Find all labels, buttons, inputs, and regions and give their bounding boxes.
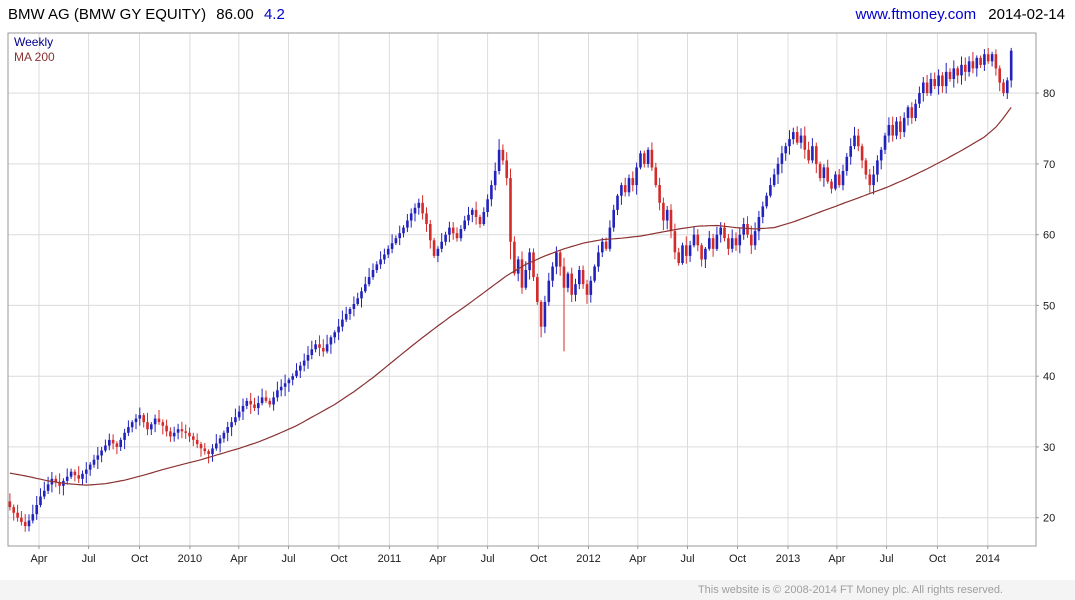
candlestick-chart: Weekly MA 200 Apr Jul Oct 2010 Apr Jul Oct 2011…	[0, 28, 1075, 580]
svg-text:Jul: Jul	[82, 553, 96, 565]
svg-text:Jul: Jul	[481, 553, 495, 565]
svg-text:Oct: Oct	[729, 553, 746, 565]
svg-text:2014: 2014	[976, 553, 1000, 565]
chart-date: 2014-02-14	[988, 6, 1065, 23]
svg-text:Oct: Oct	[530, 553, 547, 565]
svg-text:Oct: Oct	[131, 553, 148, 565]
svg-text:70: 70	[1043, 159, 1055, 171]
header-left: BMW AG (BMW GY EQUITY) 86.00 4.2	[8, 6, 291, 23]
svg-text:Apr: Apr	[629, 553, 646, 565]
site-link[interactable]: www.ftmoney.com	[855, 6, 977, 23]
svg-text:Apr: Apr	[828, 553, 845, 565]
svg-text:20: 20	[1043, 513, 1055, 525]
svg-text:Oct: Oct	[330, 553, 347, 565]
last-price: 86.00	[216, 6, 254, 23]
svg-text:Jul: Jul	[880, 553, 894, 565]
instrument-title: BMW AG (BMW GY EQUITY)	[8, 6, 207, 23]
svg-text:Apr: Apr	[429, 553, 446, 565]
svg-text:Oct: Oct	[929, 553, 946, 565]
chart-header: BMW AG (BMW GY EQUITY) 86.00 4.2 www.ftm…	[0, 0, 1075, 28]
x-axis-labels: Apr Jul Oct 2010 Apr Jul Oct 2011 Apr Jul Oct 2012 A…	[30, 553, 1000, 565]
price-change: 4.2	[263, 6, 285, 23]
svg-text:Jul: Jul	[281, 553, 295, 565]
gridlines	[8, 33, 1039, 549]
header-right: www.ftmoney.com 2014-02-14	[856, 6, 1066, 23]
svg-text:Apr: Apr	[230, 553, 247, 565]
legend-ma-label: MA 200	[14, 50, 55, 64]
ma-line	[9, 106, 1012, 486]
svg-text:50: 50	[1043, 300, 1055, 312]
y-axis-labels: 20 30 40 50 60 70 80	[1043, 88, 1055, 525]
svg-text:2010: 2010	[178, 553, 202, 565]
svg-text:Jul: Jul	[680, 553, 694, 565]
svg-text:80: 80	[1043, 88, 1055, 100]
svg-text:2013: 2013	[776, 553, 800, 565]
price-chart-svg: Apr Jul Oct 2010 Apr Jul Oct 2011 Apr Jul Oct 2012 A…	[7, 32, 1055, 565]
legend-weekly-label: Weekly	[14, 35, 54, 49]
svg-text:30: 30	[1043, 442, 1055, 454]
svg-text:2011: 2011	[378, 553, 402, 565]
svg-text:40: 40	[1043, 371, 1055, 383]
svg-text:2012: 2012	[576, 553, 600, 565]
footer: This website is © 2008-2014 FT Money plc…	[0, 580, 1075, 600]
candles	[8, 47, 1013, 532]
plot-border	[7, 32, 1037, 547]
svg-text:Apr: Apr	[30, 553, 47, 565]
legend: Weekly MA 200	[14, 35, 55, 65]
svg-text:60: 60	[1043, 230, 1055, 242]
copyright-text: This website is © 2008-2014 FT Money plc…	[697, 584, 1003, 596]
